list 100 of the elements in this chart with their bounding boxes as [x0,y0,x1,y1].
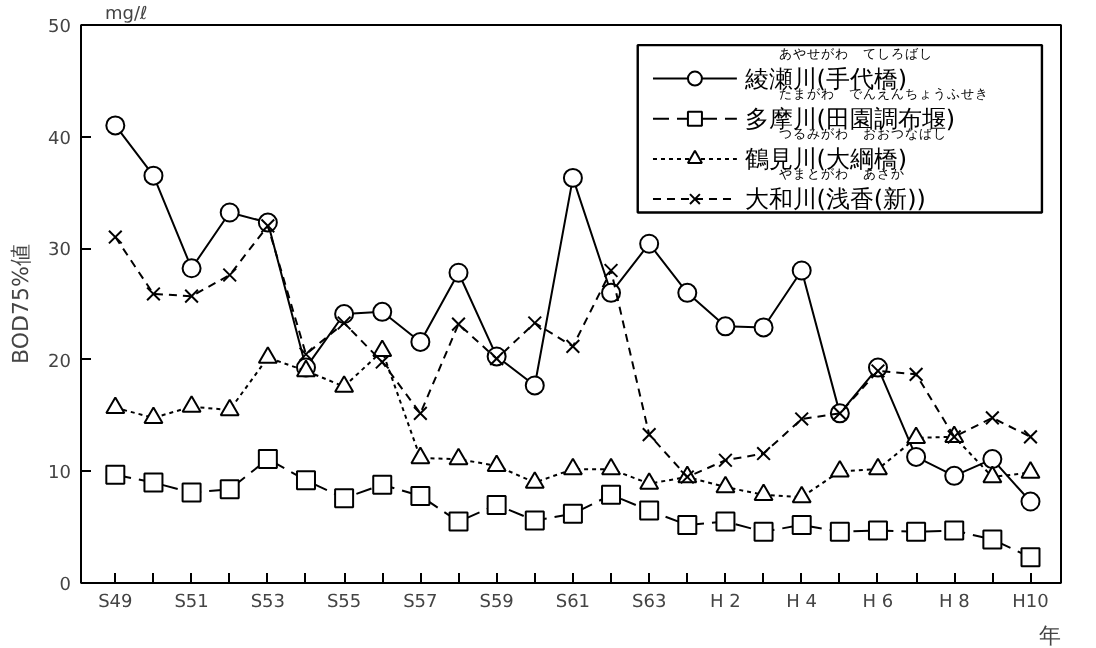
point [1020,491,1041,512]
x-axis-title: 年 [1039,623,1061,648]
x-tick-label: S63 [632,593,667,613]
point [791,260,812,281]
point [867,520,888,541]
point [791,514,812,535]
point [524,510,545,531]
point [603,263,619,278]
x-tick-label: S53 [250,593,286,613]
point [756,446,771,461]
x-tick-label: H 6 [862,593,894,613]
y-tick-label: 50 [48,18,72,38]
point [448,447,469,466]
y-axis-title: BOD75%値 [8,244,35,364]
point [753,317,774,338]
point [184,288,199,304]
x-tick-label: H 4 [786,593,818,613]
point [295,470,316,491]
point [257,346,278,364]
x-tick-label: S61 [555,593,591,613]
point [870,363,886,379]
point [524,375,545,396]
point [181,395,202,413]
point [413,406,428,421]
point [105,115,126,136]
point [601,282,622,303]
point [906,521,927,542]
point [639,500,660,521]
x-tick-label: S49 [98,593,134,613]
point [601,457,622,476]
point [260,218,276,234]
point [219,398,240,417]
point [451,316,466,332]
point [524,471,545,489]
point [486,454,507,473]
point [794,411,810,427]
point [677,514,698,535]
point [146,286,161,302]
y-tick-label: 0 [59,576,72,596]
point [906,426,927,445]
point [639,233,660,254]
point [143,406,164,425]
point [829,521,850,542]
x-tick-label: H 2 [710,593,741,613]
point [829,460,850,478]
point [222,267,238,283]
point [718,452,733,468]
point [715,316,736,337]
point [1020,461,1041,479]
point [1020,547,1041,568]
point [372,474,393,495]
x-tick-label: S55 [326,593,362,613]
point [489,351,505,367]
point [753,483,774,502]
point [867,457,888,476]
point [1023,429,1038,445]
point [107,229,123,245]
text: mg/ℓ [105,5,149,25]
point [410,446,431,465]
point [753,521,774,542]
point [791,485,812,504]
point [448,262,469,283]
point [410,331,431,352]
point [562,167,583,188]
x-tick-label: H10 [1012,593,1050,613]
x-tick-label: S51 [174,593,209,613]
point [334,488,355,509]
point [641,427,657,442]
point [181,258,202,279]
x-tick-label: S59 [479,593,515,613]
point [372,301,393,322]
point [639,472,660,490]
point [298,346,314,362]
point [944,465,965,486]
point [908,366,924,382]
point [944,520,965,541]
x-tick-label: S57 [403,593,438,613]
point [143,472,164,493]
point [677,282,698,303]
point [562,457,583,476]
point [219,479,240,500]
point [219,202,240,223]
point [601,484,622,505]
point [982,465,1003,484]
point [527,315,543,331]
y-tick-label: 30 [48,241,72,262]
point [906,446,927,467]
point [334,375,355,393]
point [257,449,278,470]
point [448,511,469,532]
point [486,494,507,515]
y-tick-label: 20 [48,352,72,373]
y-tick-label: 10 [48,464,72,485]
point [336,315,352,331]
point [372,339,393,358]
point [105,464,126,485]
point [565,339,581,354]
point [982,449,1003,470]
legend-label: 大和川(浅香(新)) [744,185,926,214]
point [562,503,583,524]
